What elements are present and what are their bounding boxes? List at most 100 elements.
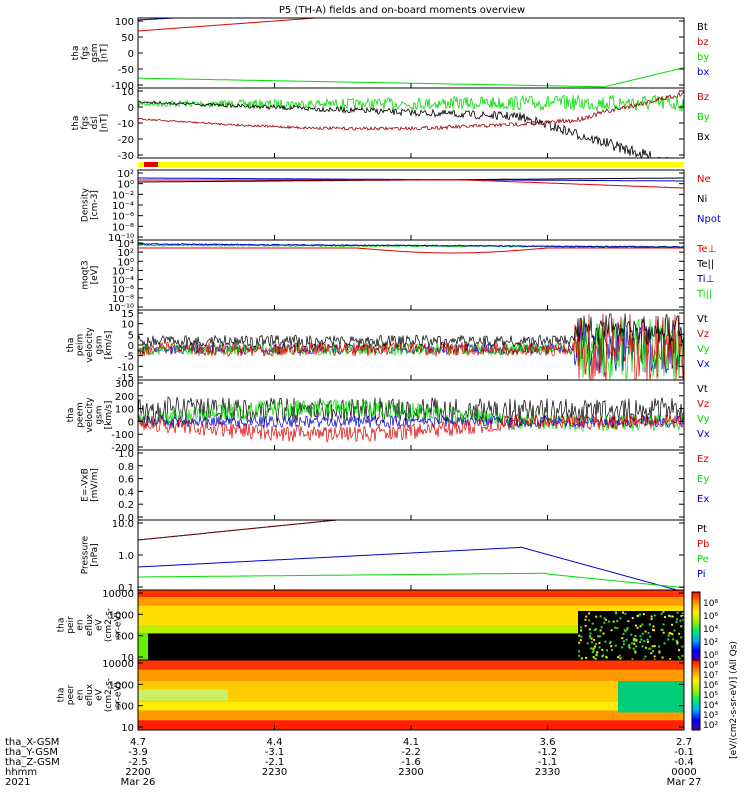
y-axis-label: Density [80, 187, 90, 222]
spec-speck [593, 647, 596, 650]
spec-speck [662, 611, 665, 614]
legend-Vy: Vy [697, 344, 710, 355]
y-axis-label: sr-eV) [114, 612, 124, 638]
panel-pressure: 10.0 1.0 0.1 Pressure [nPa] Pt Pb Pe Pi [80, 519, 709, 594]
spec-speck [614, 611, 617, 614]
spec-speck [639, 625, 642, 628]
spec-speck [624, 630, 627, 633]
x-tick-label: 4.4 [267, 737, 283, 748]
spec-speck [641, 645, 644, 648]
legend-By: By [697, 112, 710, 123]
spec-speck [628, 646, 631, 649]
y-tick-label: 0 [128, 103, 134, 114]
legend-Ex: Ex [697, 494, 709, 505]
y-axis-label: E=-VxB [80, 468, 90, 502]
y-axis-label: gsm [95, 405, 105, 424]
y-axis-label: eflux [85, 683, 95, 706]
spec-speck [594, 628, 597, 631]
spec-speck [622, 633, 625, 636]
y-tick-label: 10⁻⁶ [112, 212, 134, 223]
spec-speck [639, 635, 642, 638]
legend-Bx: Bx [697, 132, 710, 143]
spec-speck [615, 612, 618, 615]
y-axis-label: en [76, 619, 86, 630]
spec-speck [595, 652, 598, 655]
x-tick-label: 2.7 [676, 737, 692, 748]
spec-speck [641, 623, 644, 626]
spec-speck [603, 617, 606, 620]
spec-speck [619, 617, 622, 620]
colorbar-lower [691, 659, 701, 731]
y-axis-label: fgs [80, 116, 90, 130]
spec-speck [632, 647, 635, 650]
y-tick-label: 1000 [109, 680, 134, 691]
spec-speck [636, 614, 639, 617]
spec-speck [680, 625, 683, 628]
spec-speck [619, 657, 622, 660]
spec-speck [636, 626, 639, 629]
spec-speck [668, 614, 671, 617]
y-tick-label: 0.8 [118, 462, 134, 473]
spec-speck [680, 636, 683, 639]
colorbar-tick: 10⁷ [703, 671, 718, 681]
y-tick-label: -20 [118, 135, 134, 146]
spec-speck [634, 651, 637, 654]
spec-speck [669, 658, 672, 660]
spec-band [138, 625, 684, 634]
spec-speck [631, 616, 634, 619]
spec-speck [640, 638, 643, 641]
y-tick-label: 100 [115, 632, 134, 643]
spec-speck [595, 615, 598, 618]
spec-speck [631, 658, 634, 660]
y-tick-label: 15 [121, 309, 134, 320]
spec-speck [672, 638, 675, 641]
spec-speck [610, 645, 613, 648]
legend-Vz: Vz [697, 399, 709, 410]
x-tick-label: 2300 [398, 767, 423, 778]
spec-speck [643, 639, 646, 642]
y-axis-label: [nT] [99, 44, 109, 62]
spec-speck [651, 645, 654, 648]
spec-speck [661, 656, 664, 659]
spec-speck [578, 650, 581, 653]
spec-speck [632, 639, 635, 642]
y-tick-label: -10 [118, 362, 134, 373]
spec-band [138, 710, 684, 721]
spec-speck [667, 638, 670, 641]
Te-perp-line [138, 247, 684, 254]
y-tick-label: 0 [128, 49, 134, 60]
spec-speck [671, 615, 674, 618]
y-axis-label: moqt3 [80, 260, 90, 289]
spec-speck [591, 651, 594, 654]
spec-speck [635, 639, 638, 642]
spec-speck [598, 635, 601, 638]
spec-speck [614, 626, 617, 629]
spec-speck [588, 619, 591, 622]
y-tick-label: 0.2 [118, 500, 134, 511]
x-tick-label: 4.7 [130, 737, 146, 748]
spec-speck [658, 650, 661, 653]
Ne-line [138, 179, 684, 189]
y-axis-label: [nPa] [90, 543, 100, 566]
y-axis-label: [km/s] [104, 331, 114, 360]
y-axis-label: sr-eV) [114, 682, 124, 708]
legend-bz: bz [697, 37, 709, 48]
y-axis-label: velocity [85, 397, 95, 433]
spec-speck [588, 635, 591, 638]
spec-speck [667, 634, 670, 637]
spec-speck [595, 658, 598, 660]
spec-speck [584, 618, 587, 621]
spec-speck [618, 654, 621, 657]
spec-speck [604, 640, 607, 643]
y-tick-label: 1000 [109, 610, 134, 621]
spec-speck [634, 624, 637, 627]
spec-speck [590, 637, 593, 640]
spec-speck [680, 614, 683, 617]
spec-speck [675, 639, 678, 642]
y-axis-label: tha [71, 116, 81, 131]
panel-content [138, 396, 684, 444]
spec-speck [589, 647, 592, 650]
colorbar-tick: 10⁸ [703, 661, 718, 671]
y-tick-label: 10⁻⁸ [112, 294, 134, 305]
legend-Vt: Vt [697, 384, 708, 395]
